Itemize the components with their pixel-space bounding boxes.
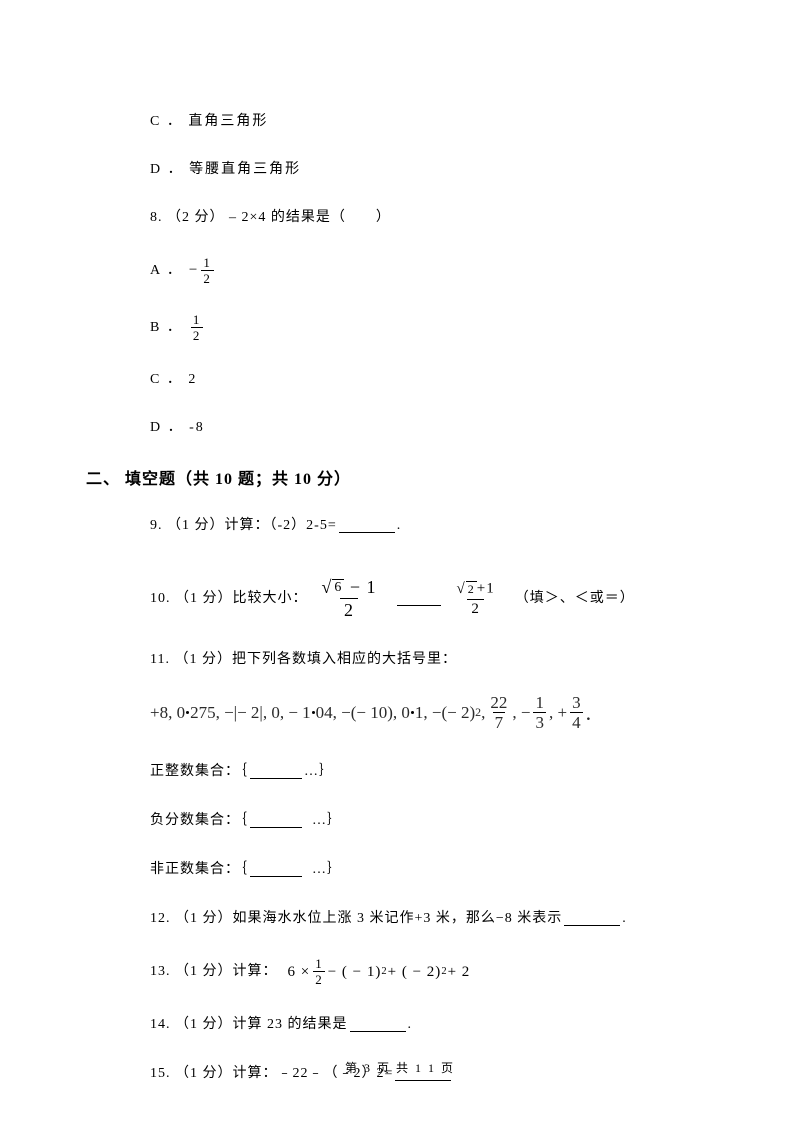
q8-option-c: C ． 2 <box>150 370 710 390</box>
frac-den: 2 <box>201 270 214 285</box>
q13-before: 13. （1 分）计算： <box>150 961 278 982</box>
set-label: 非正数集合：｛ <box>150 859 248 880</box>
sqrt-icon: √2 <box>457 581 477 596</box>
expr-part: + ( − 2) <box>388 961 442 984</box>
q9-before: 9. （1 分）计算：（-2）2-5= <box>150 515 337 536</box>
q11-set3-blank <box>250 863 302 877</box>
frac-num: 1 <box>191 313 204 327</box>
set-tail: …｝ <box>312 859 342 880</box>
q9: 9. （1 分）计算：（-2）2-5= . <box>150 515 710 536</box>
page-content: C ． 直角三角形 D ． 等腰直角三角形 8. （2 分） – 2×4 的结果… <box>0 112 800 437</box>
q11-stem: 11. （1 分）把下列各数填入相应的大括号里： <box>150 649 710 670</box>
frac-num: 1 <box>313 957 325 971</box>
frac-den: 2 <box>467 599 484 617</box>
q8-b-frac: 1 2 <box>191 313 204 342</box>
q14-before: 14. （1 分）计算 23 的结果是 <box>150 1014 348 1035</box>
expr-part: 6 × <box>288 961 311 984</box>
q11-set1-blank <box>250 765 302 779</box>
q13: 13. （1 分）计算： 6 × 12 − ( − 1)2 + ( − 2)2 … <box>150 957 710 986</box>
q10-frac1-num: √6 − 1 <box>318 578 381 598</box>
q14: 14. （1 分）计算 23 的结果是 . <box>150 1014 710 1035</box>
q11-set2-blank <box>250 814 302 828</box>
q12-after: . <box>622 908 627 929</box>
q10-blank <box>397 592 441 606</box>
sqrt-icon: √6 <box>322 578 345 596</box>
q12: 12. （1 分）如果海水水位上涨 3 米记作+3 米，那么−8 米表示 . <box>150 908 710 929</box>
q10: 10. （1 分）比较大小： √6 − 1 2 √2+1 2 （填＞、＜或＝） <box>150 578 710 619</box>
q10-after: （填＞、＜或＝） <box>515 588 635 609</box>
q8-a-frac: 1 2 <box>201 256 214 285</box>
q10-frac2-num: √2+1 <box>453 581 499 598</box>
sqrt-body: 6 <box>332 579 344 597</box>
option-c-prev: C ． 直角三角形 <box>150 112 710 132</box>
q10-frac2: √2+1 2 <box>453 581 499 616</box>
q8-option-a: A ． − 1 2 <box>150 256 710 285</box>
section-2-content: 9. （1 分）计算：（-2）2-5= . 10. （1 分）比较大小： √6 … <box>0 515 800 1084</box>
frac2-tail: +1 <box>477 581 495 597</box>
set-label: 正整数集合：｛ <box>150 761 248 782</box>
q8-stem-prefix: 8. （2 分） – 2×4 的结果是（ <box>150 207 346 228</box>
frac-den: 2 <box>340 598 358 619</box>
q13-expr: 6 × 12 − ( − 1)2 + ( − 2)2 + 2 <box>288 957 471 986</box>
q8-option-d: D ． -8 <box>150 418 710 438</box>
q8-option-b: B ． 1 2 <box>150 313 710 342</box>
frac-den: 2 <box>191 327 204 342</box>
set-label: 负分数集合：｛ <box>150 810 248 831</box>
expr-part: + 2 <box>448 961 471 984</box>
set-tail: …｝ <box>312 810 342 831</box>
q9-after: . <box>397 515 402 536</box>
q8-stem-suffix: ） <box>376 207 391 228</box>
q11-set3: 非正数集合：｛ …｝ <box>150 859 710 880</box>
q11-set1: 正整数集合：｛ …｝ <box>150 761 710 782</box>
q11-numbers-list: +8, 0275, −|− 2|, 0, − 104, −(− 10), 01,… <box>150 694 710 731</box>
frac-num: 1 <box>201 256 214 270</box>
sqrt-body: 2 <box>466 581 477 596</box>
frac1-tail: − 1 <box>344 577 376 597</box>
section-2-header: 二、 填空题（共 10 题；共 10 分） <box>0 465 800 489</box>
q8-a-neg: − <box>189 260 199 281</box>
q12-blank <box>564 912 620 926</box>
q11-set2: 负分数集合：｛ …｝ <box>150 810 710 831</box>
option-d-prev: D ． 等腰直角三角形 <box>150 160 710 180</box>
q8-stem: 8. （2 分） – 2×4 的结果是（ ） <box>150 207 710 228</box>
q14-after: . <box>408 1014 413 1035</box>
page-footer: 第 3 页 共 1 1 页 <box>0 1059 800 1076</box>
q12-before: 12. （1 分）如果海水水位上涨 3 米记作+3 米，那么−8 米表示 <box>150 908 562 929</box>
q8-b-label: B ． <box>150 318 183 338</box>
q10-before: 10. （1 分）比较大小： <box>150 588 308 609</box>
frac-den: 2 <box>313 971 325 986</box>
q10-frac1: √6 − 1 2 <box>318 578 381 619</box>
expr-part: − ( − 1) <box>328 961 382 984</box>
set-tail: …｝ <box>304 761 334 782</box>
q8-a-label: A ． <box>150 261 183 281</box>
q14-blank <box>350 1018 406 1032</box>
q9-blank <box>339 519 395 533</box>
